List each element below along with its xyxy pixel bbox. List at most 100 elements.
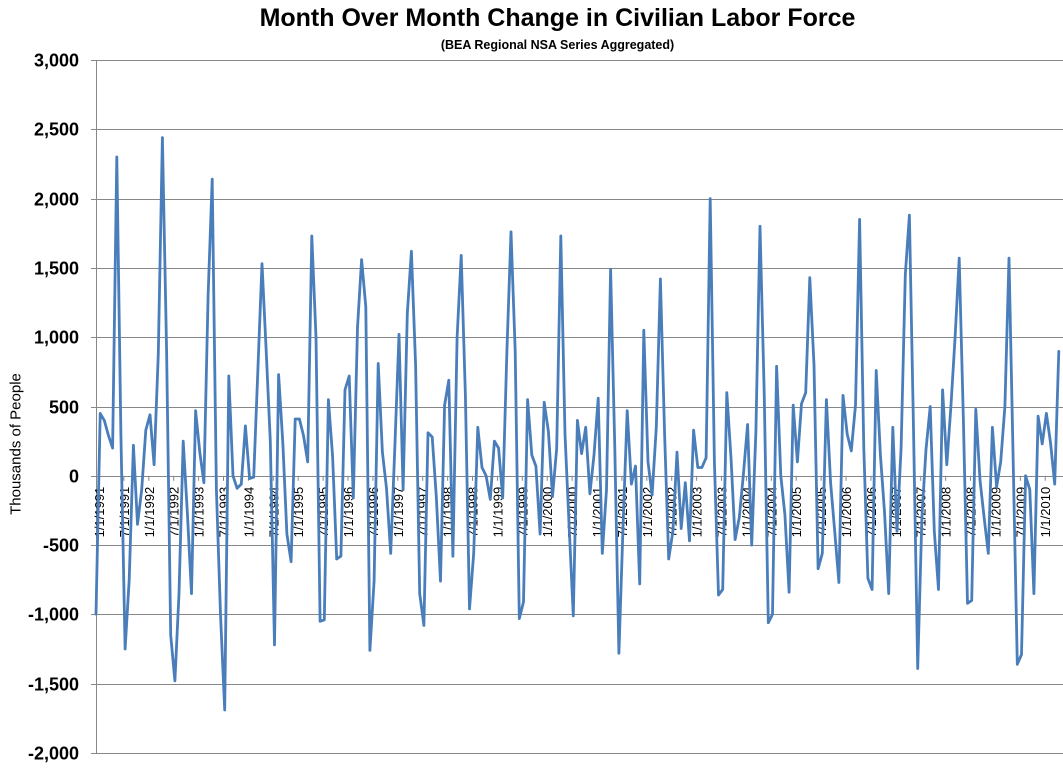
data-point [974,408,977,411]
data-point [310,234,313,238]
data-point [451,555,455,558]
data-point [360,258,363,261]
data-point [198,451,201,454]
data-point [298,417,301,421]
data-point [514,349,517,353]
data-point [285,532,289,536]
data-point [468,607,471,611]
data-point [638,582,641,586]
data-point [252,476,255,479]
data-point [945,463,948,466]
data-point [688,539,691,543]
data-point [725,391,728,394]
data-point [617,652,621,655]
data-point [1028,488,1032,491]
data-point [779,474,782,477]
data-point [837,581,841,584]
data-point [899,446,903,450]
data-point [186,510,189,513]
data-point [169,634,172,637]
data-point [1016,663,1019,666]
data-point [634,464,637,468]
data-point [850,449,853,453]
data-point [202,481,206,484]
data-point [323,618,326,622]
data-point [132,444,135,447]
data-point [157,352,160,355]
data-point [235,487,239,490]
data-point [518,617,521,620]
data-point [401,488,405,491]
data-point [240,482,243,486]
data-point [497,446,500,450]
data-point [306,460,309,464]
y-tick-label: 1,500 [34,259,79,279]
data-point [937,588,940,591]
y-tick-label: 2,500 [34,120,79,140]
data-point [294,417,297,421]
data-point [406,312,409,315]
data-point [933,530,936,533]
data-point [597,397,600,400]
data-point [875,369,878,372]
data-point [206,294,210,297]
x-tick-label: 1/1/1992 [142,487,157,538]
data-point [547,430,550,433]
data-point [717,593,720,597]
x-tick-label: 1/1/1995 [291,487,306,538]
data-point [223,708,226,712]
data-point [613,446,616,450]
data-point [713,460,716,464]
data-point [140,488,143,491]
data-point [526,398,529,401]
y-tick-label: -1,000 [28,605,79,625]
y-tick-label: 3,000 [34,51,79,71]
y-tick-label: 1,000 [34,328,79,348]
data-point [1020,653,1023,656]
data-point [576,419,579,422]
data-point [256,367,260,371]
data-point [592,453,596,457]
data-point [738,516,741,519]
data-point [152,463,156,466]
data-point [476,426,479,429]
data-point [348,374,351,378]
data-point [858,218,861,221]
data-point [775,365,778,368]
x-tick-label: 1/1/2005 [789,487,804,538]
data-point [128,578,131,581]
data-point [962,419,965,422]
data-point [103,419,106,422]
y-axis-ticks: 3,000 2,500 2,000 1,500 1,000 500 0 -500 -1,000 -… [28,51,79,764]
data-point [812,363,816,367]
data-point [883,510,886,513]
data-point [684,481,687,484]
data-point [796,460,799,464]
data-point [190,592,193,595]
data-point [646,460,650,464]
data-point [161,136,164,139]
data-point [273,643,276,647]
data-point [447,379,450,382]
x-tick-label: 1/1/2002 [640,487,655,538]
data-point [588,492,592,495]
series-line [94,136,1061,712]
data-point [260,262,264,265]
data-point [211,178,214,181]
data-point [700,466,704,469]
data-point [626,409,629,412]
data-point [368,649,372,652]
data-point [231,474,235,477]
data-point [754,430,758,433]
data-point [1049,441,1052,444]
data-point [1024,474,1027,477]
data-point [435,495,438,498]
gridlines [91,60,1063,754]
data-point [422,624,426,627]
data-point [816,567,820,570]
data-point [509,230,513,234]
data-point [339,555,343,558]
data-point [580,452,583,455]
data-point [655,426,658,429]
